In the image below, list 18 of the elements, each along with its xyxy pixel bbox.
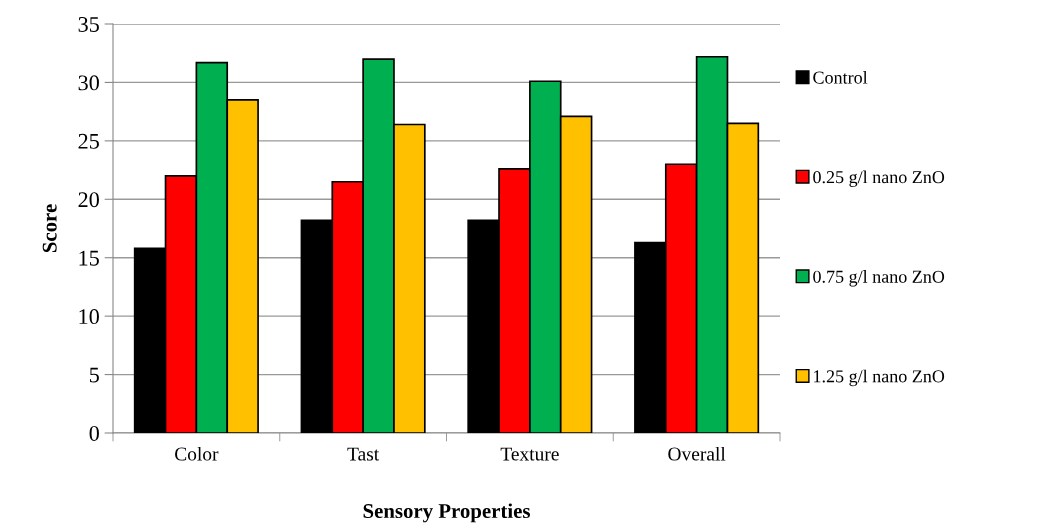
y-tick-label: 15 (79, 250, 99, 266)
x-tick-label: Tast (347, 447, 380, 461)
y-axis-title: Score (42, 204, 57, 253)
y-tick-label: 30 (78, 75, 99, 91)
x-tick-label: Overall (668, 446, 726, 461)
y-tick-label: 0 (89, 425, 99, 441)
y-tick-label: 10 (79, 309, 99, 325)
legend-label: 1.25 g/l nano ZnO (814, 369, 945, 387)
y-tick-label: 25 (78, 133, 99, 149)
y-tick-label: 20 (78, 192, 99, 208)
legend-label: 0.75 g/l nano ZnO (813, 270, 945, 287)
legend-label: Control (813, 70, 868, 84)
y-tick-label: 5 (89, 367, 99, 383)
legend-label: 0.25 g/l nano ZnO (813, 170, 945, 187)
x-tick-label: Color (175, 446, 219, 461)
y-tick-label: 35 (78, 16, 99, 32)
x-tick-label: Texture (500, 447, 559, 461)
x-axis-title: Sensory Properties (363, 503, 530, 523)
